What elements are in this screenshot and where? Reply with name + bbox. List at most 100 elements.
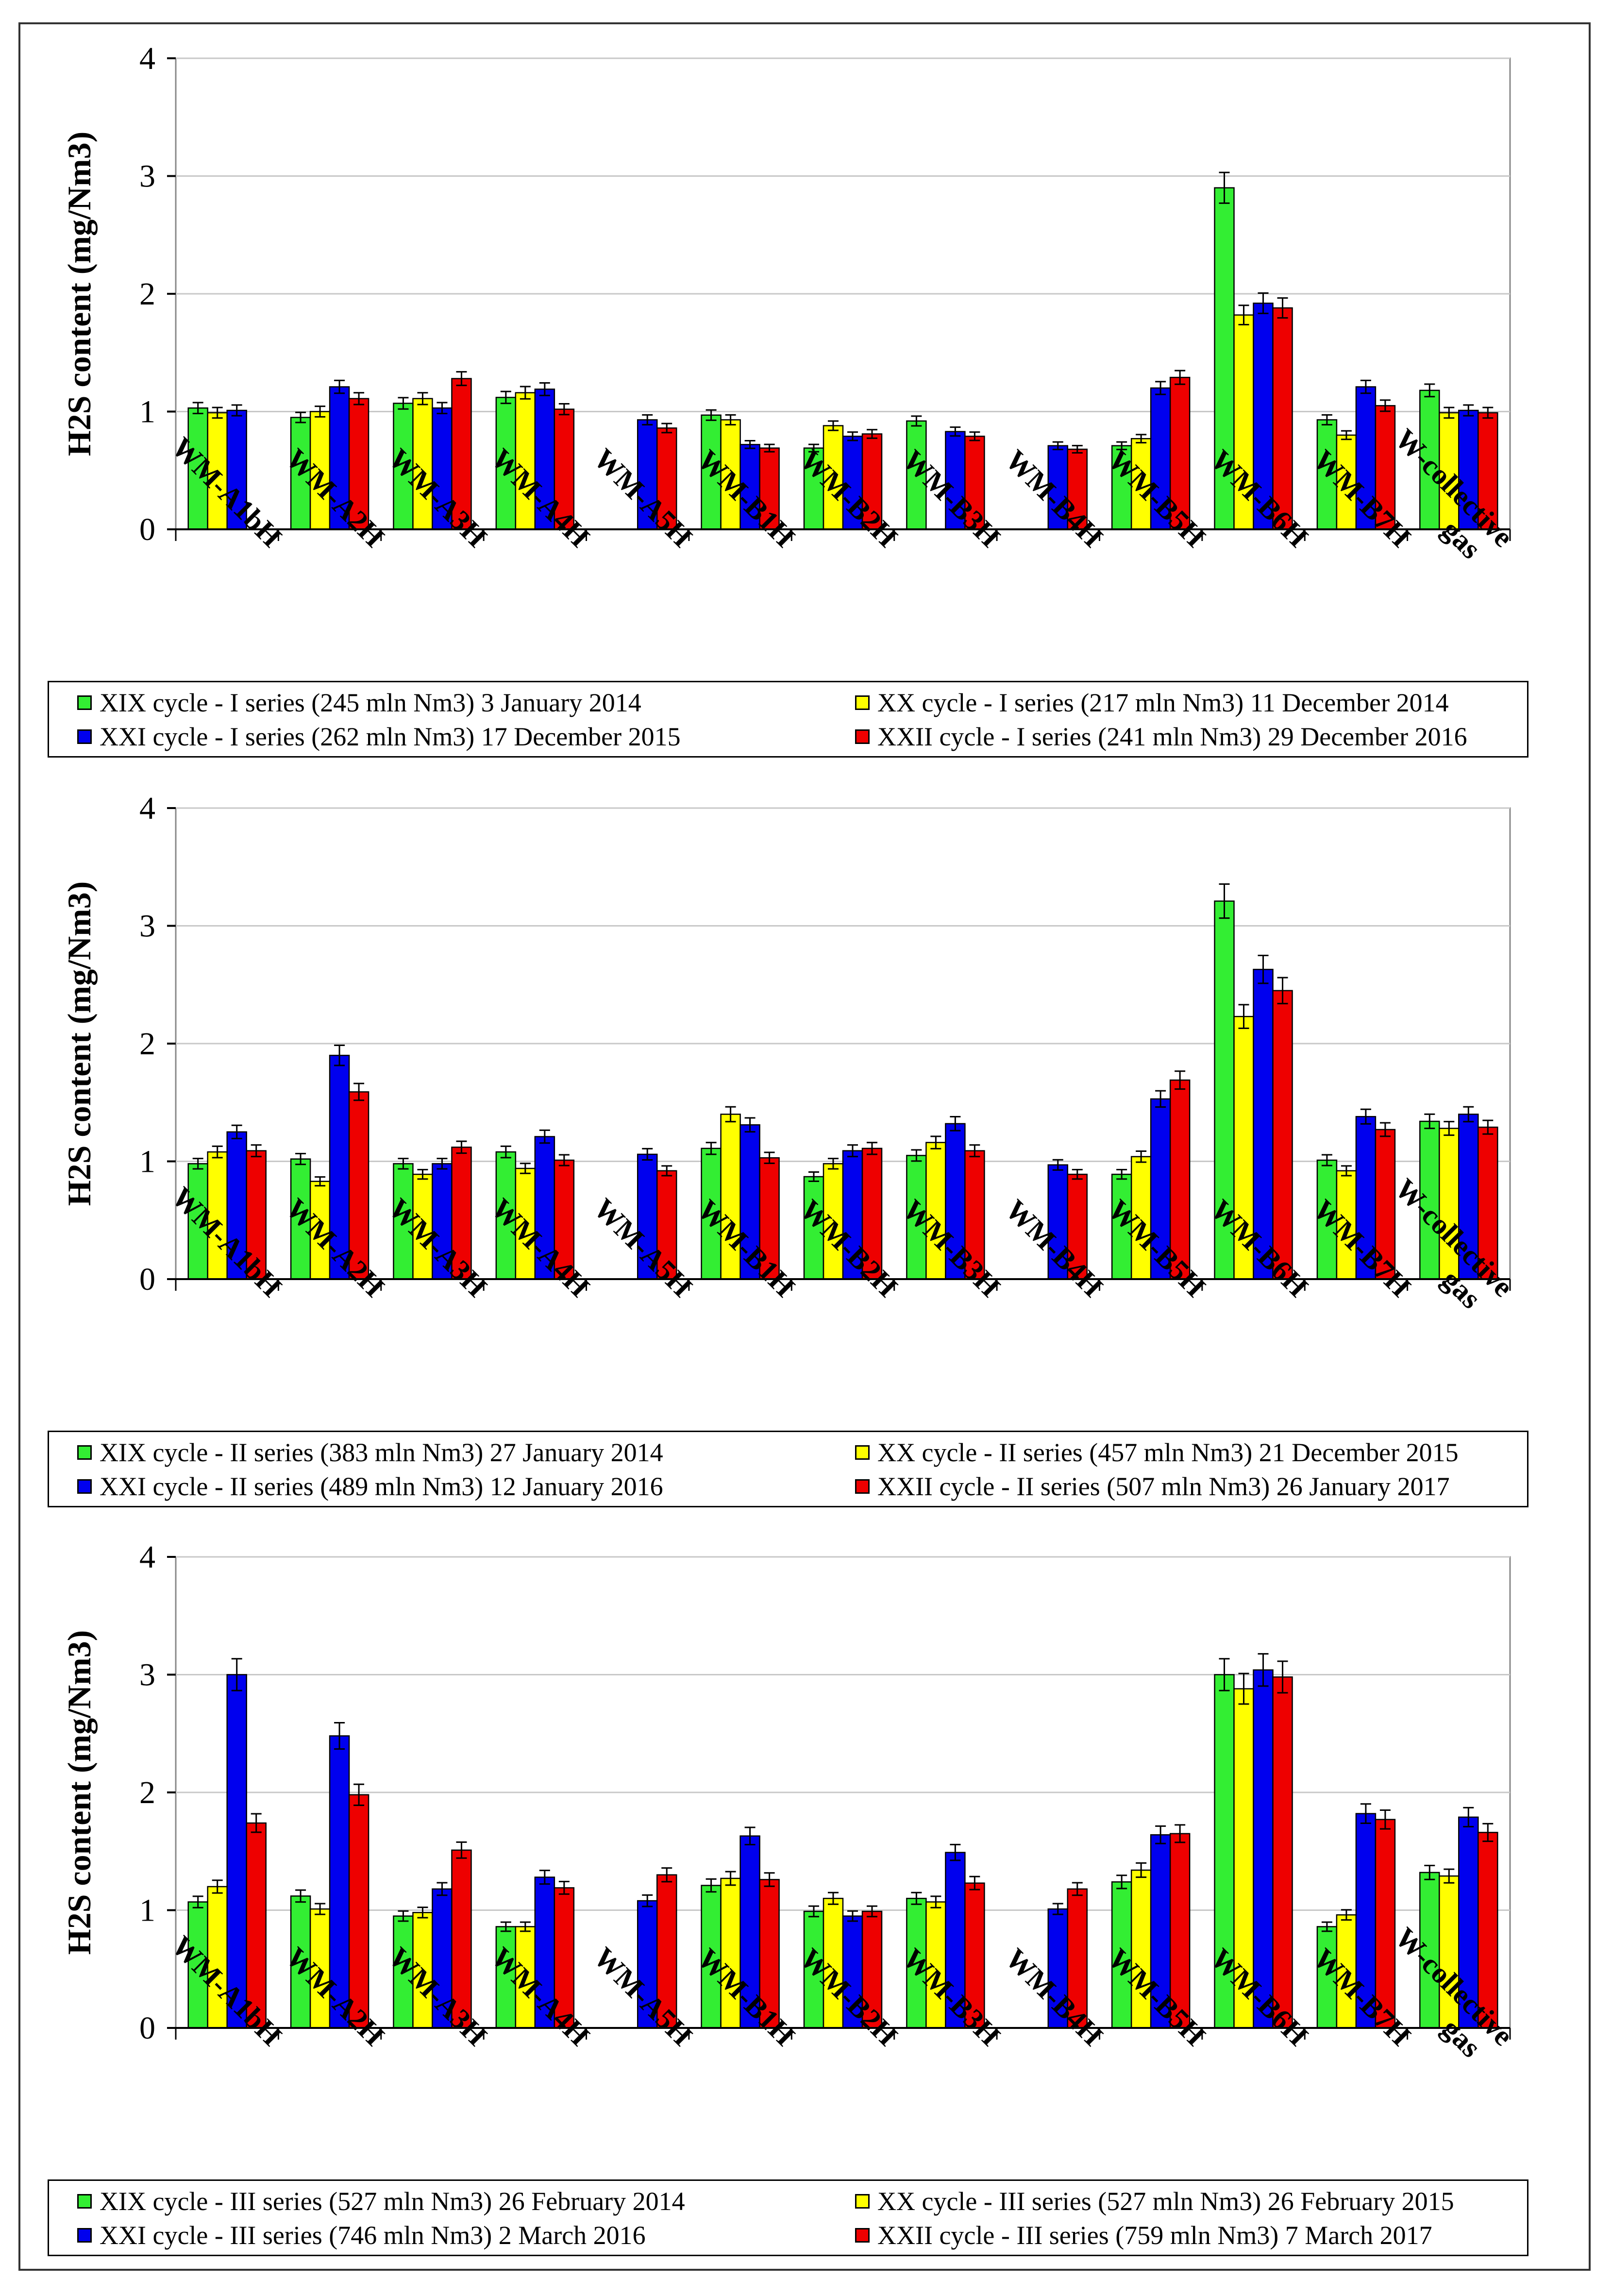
bar <box>329 1735 350 2029</box>
bar <box>1375 405 1396 530</box>
legend-swatch-icon <box>855 2194 870 2209</box>
bar <box>656 427 677 530</box>
legend-swatch-icon <box>855 1445 870 1460</box>
legend-label: XXI cycle - II series (489 mln Nm3) 12 J… <box>100 1472 663 1501</box>
bar <box>309 1908 331 2029</box>
bar <box>1253 303 1274 530</box>
legend-item: XX cycle - I series (217 mln Nm3) 11 Dec… <box>855 688 1449 717</box>
bar <box>1316 1159 1338 1280</box>
y-axis-title: H2S content (mg/Nm3) <box>61 881 98 1206</box>
bar <box>1478 1832 1498 2029</box>
y-tick-label: 3 <box>139 1657 155 1693</box>
legend-swatch-icon <box>77 695 92 710</box>
bar <box>246 1822 267 2029</box>
legend-swatch-icon <box>77 2228 92 2243</box>
bar <box>1047 1164 1069 1280</box>
bar <box>187 1163 208 1280</box>
legend-panel-1: XIX cycle - I series (245 mln Nm3) 3 Jan… <box>48 681 1528 758</box>
legend-label: XIX cycle - III series (527 mln Nm3) 26 … <box>100 2187 685 2216</box>
legend-swatch-icon <box>855 2228 870 2243</box>
legend-panel-3: XIX cycle - III series (527 mln Nm3) 26 … <box>48 2179 1528 2256</box>
bar <box>1458 1114 1479 1280</box>
bar <box>1439 1875 1460 2029</box>
legend-item: XXI cycle - I series (262 mln Nm3) 17 De… <box>77 722 681 751</box>
bar <box>945 1852 966 2029</box>
bar <box>495 1151 517 1280</box>
legend-swatch-icon <box>77 1479 92 1494</box>
y-axis-title: H2S content (mg/Nm3) <box>61 1630 98 1955</box>
y-tick-label: 3 <box>139 909 155 944</box>
legend-item: XIX cycle - I series (245 mln Nm3) 3 Jan… <box>77 688 641 717</box>
bar <box>554 1159 575 1280</box>
legend-label: XIX cycle - I series (245 mln Nm3) 3 Jan… <box>100 688 641 717</box>
bar <box>1272 307 1293 530</box>
y-axis-title: H2S content (mg/Nm3) <box>61 132 98 456</box>
bar <box>861 1148 883 1280</box>
y-tick-label: 0 <box>139 1262 155 1297</box>
bar <box>842 1915 863 2029</box>
bar <box>1130 1156 1152 1280</box>
y-tick-label: 1 <box>139 1144 155 1180</box>
bar <box>701 1148 722 1280</box>
bar <box>1047 1908 1069 2029</box>
legend-item: XIX cycle - II series (383 mln Nm3) 27 J… <box>77 1438 663 1467</box>
legend-item: XX cycle - III series (527 mln Nm3) 26 F… <box>855 2187 1454 2216</box>
legend-label: XXII cycle - I series (241 mln Nm3) 29 D… <box>877 722 1467 751</box>
bar <box>1111 445 1132 530</box>
legend-swatch-icon <box>77 1445 92 1460</box>
legend-label: XIX cycle - II series (383 mln Nm3) 27 J… <box>100 1438 663 1467</box>
legend-label: XX cycle - I series (217 mln Nm3) 11 Dec… <box>877 688 1449 717</box>
legend-label: XXI cycle - III series (746 mln Nm3) 2 M… <box>100 2221 646 2250</box>
y-tick-label: 2 <box>139 1026 155 1062</box>
legend-item: XXI cycle - III series (746 mln Nm3) 2 M… <box>77 2221 646 2250</box>
y-tick-label: 4 <box>139 791 155 826</box>
y-tick-label: 4 <box>139 41 155 76</box>
bar <box>1355 1116 1377 1280</box>
legend-swatch-icon <box>855 729 870 744</box>
y-tick-label: 0 <box>139 512 155 547</box>
y-tick-label: 2 <box>139 276 155 312</box>
bar <box>1375 1819 1396 2029</box>
legend-label: XX cycle - II series (457 mln Nm3) 21 De… <box>877 1438 1459 1467</box>
bar <box>759 447 780 530</box>
bar <box>925 1142 946 1280</box>
figure-frame <box>18 22 1591 2271</box>
y-tick-label: 4 <box>139 1539 155 1575</box>
bar <box>1272 1676 1293 2029</box>
legend-swatch-icon <box>855 695 870 710</box>
bar <box>534 388 555 530</box>
legend-label: XXII cycle - III series (759 mln Nm3) 7 … <box>877 2221 1432 2250</box>
bar <box>348 1794 369 2029</box>
legend-label: XX cycle - III series (527 mln Nm3) 26 F… <box>877 2187 1454 2216</box>
legend-swatch-icon <box>77 2194 92 2209</box>
y-tick-label: 1 <box>139 1893 155 1928</box>
legend-label: XXI cycle - I series (262 mln Nm3) 17 De… <box>100 722 681 751</box>
bar <box>226 409 247 530</box>
bar <box>1067 448 1088 530</box>
legend-item: XXI cycle - II series (489 mln Nm3) 12 J… <box>77 1472 663 1501</box>
bar <box>451 1147 472 1280</box>
legend-item: XX cycle - II series (457 mln Nm3) 21 De… <box>855 1438 1459 1467</box>
legend-swatch-icon <box>855 1479 870 1494</box>
legend-item: XXII cycle - III series (759 mln Nm3) 7 … <box>855 2221 1432 2250</box>
y-tick-label: 0 <box>139 2010 155 2046</box>
bar <box>187 407 208 530</box>
bar <box>1419 1872 1440 2029</box>
bar <box>554 1887 575 2029</box>
bar <box>1458 409 1479 530</box>
bar <box>906 1155 927 1280</box>
bar <box>1316 419 1338 530</box>
bar <box>1272 990 1293 1280</box>
bar <box>1439 412 1460 530</box>
legend-label: XXII cycle - II series (507 mln Nm3) 26 … <box>877 1472 1450 1501</box>
bar <box>720 1877 741 2029</box>
legend-swatch-icon <box>77 729 92 744</box>
y-tick-label: 2 <box>139 1775 155 1810</box>
bar <box>1336 1914 1357 2029</box>
legend-item: XXII cycle - I series (241 mln Nm3) 29 D… <box>855 722 1467 751</box>
legend-item: XXII cycle - II series (507 mln Nm3) 26 … <box>855 1472 1450 1501</box>
